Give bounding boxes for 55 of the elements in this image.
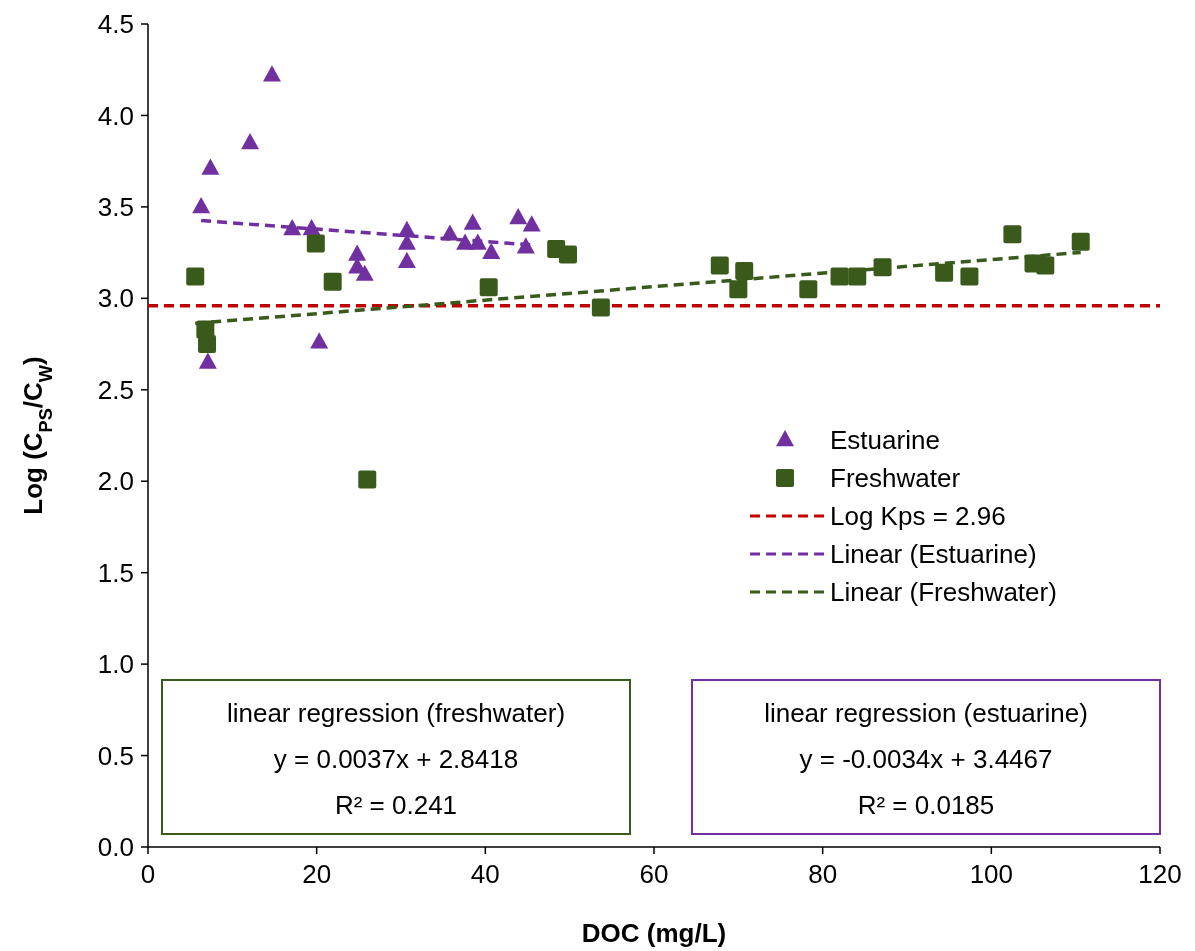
point — [310, 332, 329, 349]
point — [522, 215, 541, 232]
legend-label: Log Kps = 2.96 — [830, 501, 1006, 532]
y-tick-label: 0.0 — [97, 832, 134, 863]
x-tick-label: 20 — [302, 859, 332, 889]
y-tick-label: 0.5 — [97, 740, 134, 771]
point — [558, 245, 577, 264]
y-tick-label: 4.5 — [97, 9, 134, 40]
point — [198, 335, 217, 354]
y-tick-label: 1.0 — [97, 649, 134, 680]
y-tick-label: 1.5 — [97, 557, 134, 588]
point — [799, 280, 818, 299]
legend-label: Freshwater — [830, 463, 961, 494]
legend-label: Linear (Freshwater) — [830, 577, 1057, 608]
point — [348, 244, 367, 261]
point — [186, 267, 205, 286]
point — [192, 196, 211, 214]
y-tick-label: 3.0 — [97, 283, 134, 314]
point — [509, 207, 528, 225]
point — [1071, 232, 1090, 251]
x-tick-label: 100 — [969, 859, 1014, 889]
x-tick-label: 60 — [639, 859, 669, 889]
point — [201, 158, 220, 175]
annotation: linear regression (freshwater) y = 0.0037x + 2.8418 R² = 0.241 — [226, 698, 566, 820]
point — [960, 267, 979, 286]
point — [262, 65, 281, 82]
point — [241, 132, 260, 150]
x-tick-label: 120 — [1138, 859, 1182, 889]
point — [397, 251, 416, 269]
legend-label: Linear (Estuarine) — [830, 539, 1037, 570]
point — [323, 272, 342, 291]
y-tick-label: 3.5 — [97, 191, 134, 222]
point — [482, 242, 501, 259]
point — [198, 352, 217, 369]
point — [729, 280, 748, 299]
point — [306, 234, 325, 253]
point — [710, 256, 729, 275]
x-tick-label: 80 — [808, 859, 838, 889]
annotation: linear regression (estuarine) y = -0.0034x + 3.4467 R² = 0.0185 — [764, 698, 1088, 820]
x-tick-label: 40 — [470, 859, 500, 889]
y-tick-label: 2.0 — [97, 466, 134, 497]
point — [591, 298, 610, 317]
point — [479, 278, 498, 297]
point — [463, 213, 482, 230]
y-tick-label: 4.0 — [97, 100, 134, 131]
x-tick-label: 0 — [140, 859, 156, 889]
point — [1036, 256, 1055, 275]
x-axis-title: DOC (mg/L) — [581, 918, 727, 948]
point — [1003, 225, 1022, 244]
point — [735, 261, 754, 280]
point — [358, 470, 377, 489]
legend-label: Estuarine — [830, 425, 940, 456]
y-tick-label: 2.5 — [97, 374, 134, 405]
point — [935, 263, 954, 282]
point — [355, 264, 374, 281]
